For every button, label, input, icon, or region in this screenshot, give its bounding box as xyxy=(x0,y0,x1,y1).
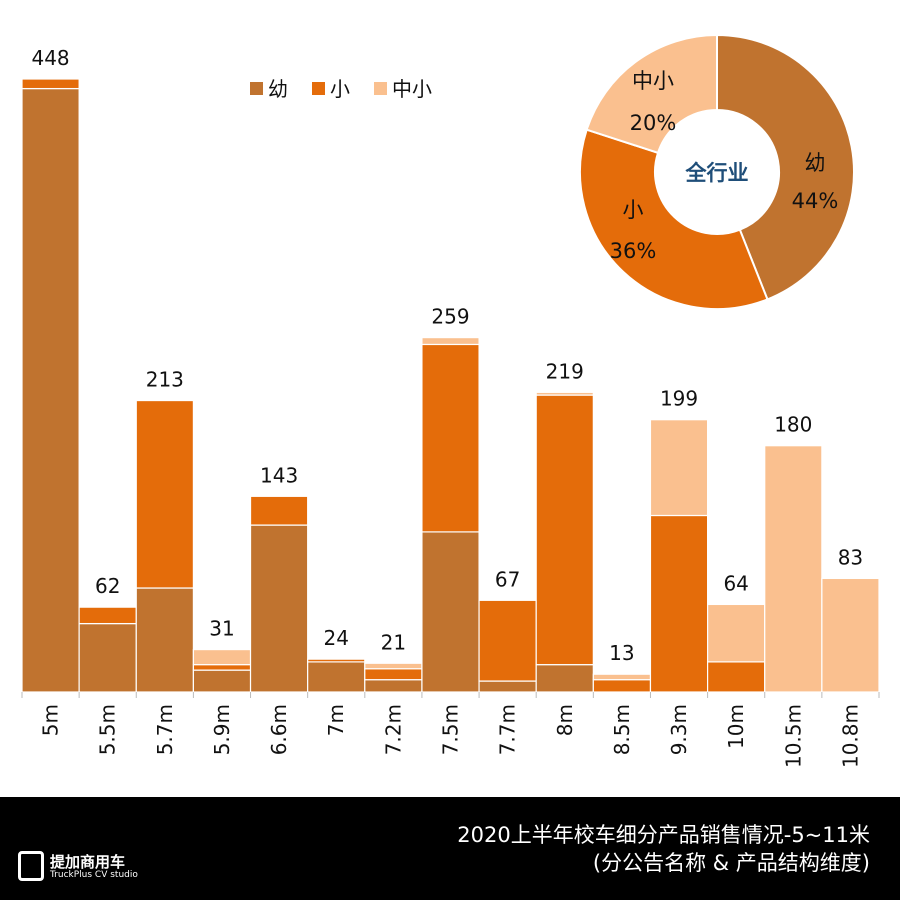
bar-segment-幼 xyxy=(192,669,252,693)
x-tick-label: 7.7m xyxy=(496,704,520,755)
pie-slice-幼 xyxy=(716,33,855,301)
pie-slice-小 xyxy=(579,128,769,310)
logo-text: 提加商用车 xyxy=(50,853,126,871)
bar-segment-中小 xyxy=(649,419,709,517)
bar-segment-幼 xyxy=(421,531,480,693)
pie-slice-name: 中小 xyxy=(632,69,674,93)
bar-segment-幼 xyxy=(307,661,366,693)
x-tick-label: 10m xyxy=(724,704,748,749)
bar-segment-小 xyxy=(535,394,594,666)
data-label: 31 xyxy=(209,617,234,641)
bar-segment-幼 xyxy=(21,87,80,693)
bar-segment-中小 xyxy=(421,337,480,346)
data-label: 62 xyxy=(95,574,120,598)
pie-slice-percent: 44% xyxy=(792,189,839,213)
bar-segment-小 xyxy=(478,599,537,682)
bar-segment-中小 xyxy=(192,648,252,666)
pie-slice-percent: 36% xyxy=(610,239,657,263)
footer: 2020上半年校车细分产品销售情况-5~11米 (分公告名称 & 产品结构维度)… xyxy=(0,797,900,900)
bar-segment-小 xyxy=(649,514,709,693)
x-tick-label: 8.5m xyxy=(610,704,634,755)
bar-segment-小 xyxy=(249,495,309,526)
bar-segment-小 xyxy=(706,661,766,693)
x-tick-label: 6.6m xyxy=(267,704,291,755)
bar-segment-小 xyxy=(135,399,194,589)
data-label: 259 xyxy=(431,305,469,329)
x-tick-label: 10.8m xyxy=(838,704,862,768)
logo-icon xyxy=(18,851,44,881)
bar-segment-幼 xyxy=(535,664,594,693)
chart-subtitle: (分公告名称 & 产品结构维度) xyxy=(592,851,870,875)
data-label: 64 xyxy=(723,571,748,595)
bar-segment-幼 xyxy=(78,622,137,693)
bar-segment-小 xyxy=(592,679,652,693)
bar-segment-小 xyxy=(364,668,423,681)
chart-title: 2020上半年校车细分产品销售情况-5~11米 xyxy=(457,823,870,847)
x-tick-label: 5.7m xyxy=(153,704,177,755)
bar-segment-中小 xyxy=(821,577,880,693)
x-tick-label: 5m xyxy=(39,704,63,736)
data-label: 24 xyxy=(324,626,349,650)
data-label: 448 xyxy=(31,46,69,70)
bar-segment-小 xyxy=(192,664,252,671)
bar-segment-小 xyxy=(421,343,480,533)
data-label: 83 xyxy=(838,545,863,569)
bar-segment-中小 xyxy=(706,603,766,663)
bar-segment-中小 xyxy=(764,445,823,693)
data-label: 180 xyxy=(774,413,812,437)
bar-segment-幼 xyxy=(478,680,537,693)
data-label: 213 xyxy=(146,368,184,392)
bar-segment-中小 xyxy=(592,673,652,681)
legend-label: 幼 xyxy=(268,77,288,101)
data-label: 21 xyxy=(381,630,406,654)
data-label: 219 xyxy=(546,359,584,383)
pie-slice-name: 小 xyxy=(623,198,644,222)
legend-swatch xyxy=(312,82,325,95)
data-label: 67 xyxy=(495,567,520,591)
x-tick-label: 5.5m xyxy=(96,704,120,755)
data-label: 199 xyxy=(660,387,698,411)
data-label: 143 xyxy=(260,463,298,487)
bar-segment-中小 xyxy=(535,391,594,396)
bar-segment-幼 xyxy=(249,524,309,693)
legend-swatch xyxy=(250,82,263,95)
pie-slice-中小 xyxy=(585,33,718,155)
data-label: 13 xyxy=(609,641,634,665)
pie-slice-name: 幼 xyxy=(805,151,826,175)
bar-segment-中小 xyxy=(364,662,423,670)
x-tick-label: 10.5m xyxy=(781,704,805,768)
x-tick-label: 8m xyxy=(553,704,577,736)
bar-segment-小 xyxy=(78,606,137,625)
x-tick-label: 9.3m xyxy=(667,704,691,755)
legend-swatch xyxy=(374,82,387,95)
x-tick-label: 7m xyxy=(324,704,348,736)
x-tick-label: 7.2m xyxy=(381,704,405,755)
legend-label: 中小 xyxy=(392,77,432,101)
x-tick-label: 7.5m xyxy=(439,704,463,755)
bar-segment-小 xyxy=(307,658,366,663)
bar-segment-小 xyxy=(21,78,80,90)
bar-segment-幼 xyxy=(364,679,423,693)
legend-label: 小 xyxy=(330,77,350,101)
x-tick-label: 5.9m xyxy=(210,704,234,755)
pie-slice-percent: 20% xyxy=(630,111,677,135)
bar-segment-幼 xyxy=(135,587,194,693)
pie-center-label: 全行业 xyxy=(685,161,749,185)
logo-subtext: TruckPlus CV studio xyxy=(50,870,138,880)
stacked-bar-chart: 448 5m 62 5.5m 213 5.7m 31 5.9m 143 6.6m 24 7m 21 7.2… xyxy=(21,33,880,768)
